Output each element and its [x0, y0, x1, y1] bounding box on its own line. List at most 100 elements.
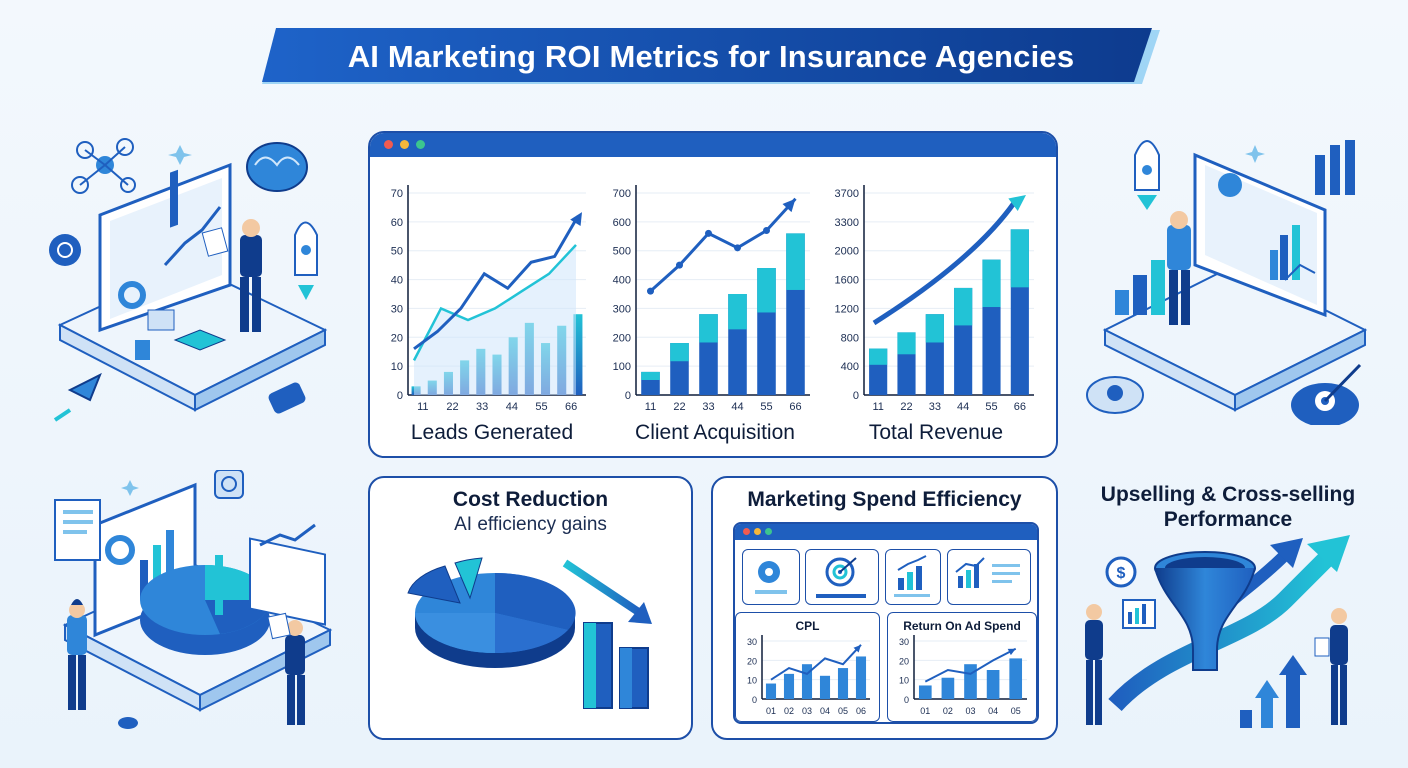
- clients-point: [705, 229, 712, 237]
- roas-arrowhead: [1007, 648, 1016, 656]
- roas-xtick: 03: [965, 706, 975, 716]
- tile-report[interactable]: [947, 549, 1031, 605]
- clients-point: [734, 244, 741, 252]
- roas-ytick: 10: [899, 676, 909, 686]
- roas-ytick: 30: [899, 637, 909, 647]
- top-metrics-panel: 0 10 20 30 40 50 60 70 11 22 33 44 55 66 Leads Genera…: [368, 131, 1058, 458]
- revenue-bar-cap: [897, 332, 916, 355]
- clients-xtick: 33: [702, 401, 714, 413]
- cpl-chart: 0 10 20 30 01 02 03 04 05 06: [747, 635, 870, 716]
- leads-xtick: 33: [476, 401, 488, 413]
- rocket-dashboard-illustration: [1086, 140, 1368, 425]
- dashboard-titlebar: [735, 524, 1037, 540]
- report-chart-icon: [955, 557, 1020, 588]
- roas-ytick: 20: [899, 656, 909, 666]
- revenue-xtick: 44: [957, 401, 969, 413]
- spend-efficiency-panel: Marketing Spend Efficiency: [711, 476, 1058, 740]
- cpl-card: CPL 0 10 20 30 01 02 03 04 05 06: [735, 612, 880, 722]
- window-dot-red[interactable]: [384, 140, 393, 149]
- leads-ytick: 30: [391, 303, 403, 315]
- cpl-xtick: 06: [856, 706, 866, 716]
- cpl-arrowhead: [853, 644, 861, 653]
- roas-bar: [918, 685, 932, 699]
- revenue-ytick: 3300: [835, 217, 859, 229]
- cpl-ytick: 10: [747, 676, 757, 686]
- target-icon: [816, 557, 866, 598]
- cpl-ytick: 0: [752, 695, 757, 705]
- roas-label: Return On Ad Spend: [903, 619, 1021, 633]
- upselling-title-line1: Upselling & Cross-selling: [1100, 483, 1356, 506]
- window-dot-green[interactable]: [416, 140, 425, 149]
- clients-ytick: 700: [613, 188, 631, 200]
- leads-ytick: 70: [391, 188, 403, 200]
- roas-chart: 0 10 20 30 01 02 03 04 05: [899, 635, 1027, 716]
- revenue-xtick: 11: [872, 401, 883, 413]
- revenue-ytick: 1200: [835, 303, 859, 315]
- dashboard-dot-green[interactable]: [765, 528, 772, 535]
- cpl-bar: [783, 673, 795, 699]
- leads-xtick: 55: [535, 401, 547, 413]
- window-dot-yellow[interactable]: [400, 140, 409, 149]
- leads-ytick: 50: [391, 246, 403, 258]
- revenue-xtick: 55: [985, 401, 997, 413]
- cost-bars: [583, 622, 649, 709]
- tile-target[interactable]: [805, 549, 879, 605]
- analyst-monitor-illustration: [49, 138, 328, 422]
- revenue-xtick: 22: [900, 401, 912, 413]
- leads-arrowhead: [570, 212, 582, 227]
- dashboard-window: CPL 0 10 20 30 01 02 03 04 05 06 Return On Ad Spe…: [733, 522, 1039, 724]
- revenue-arrowhead: [1008, 195, 1026, 211]
- leads-ytick: 10: [391, 361, 403, 373]
- cpl-bar: [765, 683, 777, 699]
- cpl-xtick: 02: [784, 706, 794, 716]
- clients-point: [647, 287, 654, 295]
- roas-xtick: 01: [920, 706, 930, 716]
- cost-reduction-panel: Cost Reduction AI efficiency gains: [368, 476, 693, 740]
- leads-xtick: 44: [506, 401, 518, 413]
- leads-ytick: 60: [391, 217, 403, 229]
- roas-xtick: 05: [1011, 706, 1021, 716]
- clients-point: [763, 227, 770, 235]
- tile-ai-brain[interactable]: [742, 549, 800, 605]
- clients-point: [676, 261, 683, 269]
- roas-bar: [941, 677, 955, 699]
- tile-growth[interactable]: [885, 549, 941, 605]
- clients-bar-cap: [670, 343, 689, 362]
- clients-bar-cap: [728, 294, 747, 330]
- cpl-xtick: 03: [802, 706, 812, 716]
- leads-area: [414, 244, 576, 395]
- clients-xtick: 44: [731, 401, 743, 413]
- cpl-bar: [801, 664, 813, 699]
- cost-down-arrow: [562, 559, 652, 624]
- clients-arrowhead: [782, 198, 796, 213]
- roas-series: [924, 647, 1017, 683]
- revenue-ytick: 800: [841, 332, 859, 344]
- revenue-ytick: 0: [853, 390, 859, 402]
- revenue-ytick: 2000: [835, 246, 859, 258]
- clients-ytick: 0: [625, 390, 631, 402]
- leads-ytick: 20: [391, 332, 403, 344]
- clients-bar-cap: [641, 371, 660, 380]
- revenue-ytick: 1600: [835, 275, 859, 287]
- clients-bar-cap: [757, 268, 776, 313]
- page-title: AI Marketing ROI Metrics for Insurance A…: [347, 39, 1075, 74]
- revenue-xtick: 66: [1014, 401, 1026, 413]
- dashboard-dot-red[interactable]: [743, 528, 750, 535]
- svg-text:$: $: [1117, 565, 1126, 582]
- growth-bars-icon: [894, 555, 930, 597]
- cpl-ytick: 30: [747, 637, 757, 647]
- clients-series: [649, 197, 797, 293]
- clients-xtick: 22: [673, 401, 685, 413]
- revenue-ytick: 400: [841, 361, 859, 373]
- cpl-xtick: 01: [766, 706, 776, 716]
- leads-generated-label: Leads Generated: [410, 421, 574, 444]
- roas-xtick: 02: [943, 706, 953, 716]
- dashboard-dot-yellow[interactable]: [754, 528, 761, 535]
- clients-xtick: 66: [789, 401, 801, 413]
- cost-pie-chart: [407, 557, 576, 668]
- cpl-xtick: 05: [838, 706, 848, 716]
- clients-ytick: 600: [613, 217, 631, 229]
- brain-gear-icon: [755, 561, 787, 594]
- client-acquisition-chart: 0 100 200 300 400 500 600 700 11 22 33 44 55 66: [613, 185, 810, 413]
- clients-xtick: 55: [760, 401, 772, 413]
